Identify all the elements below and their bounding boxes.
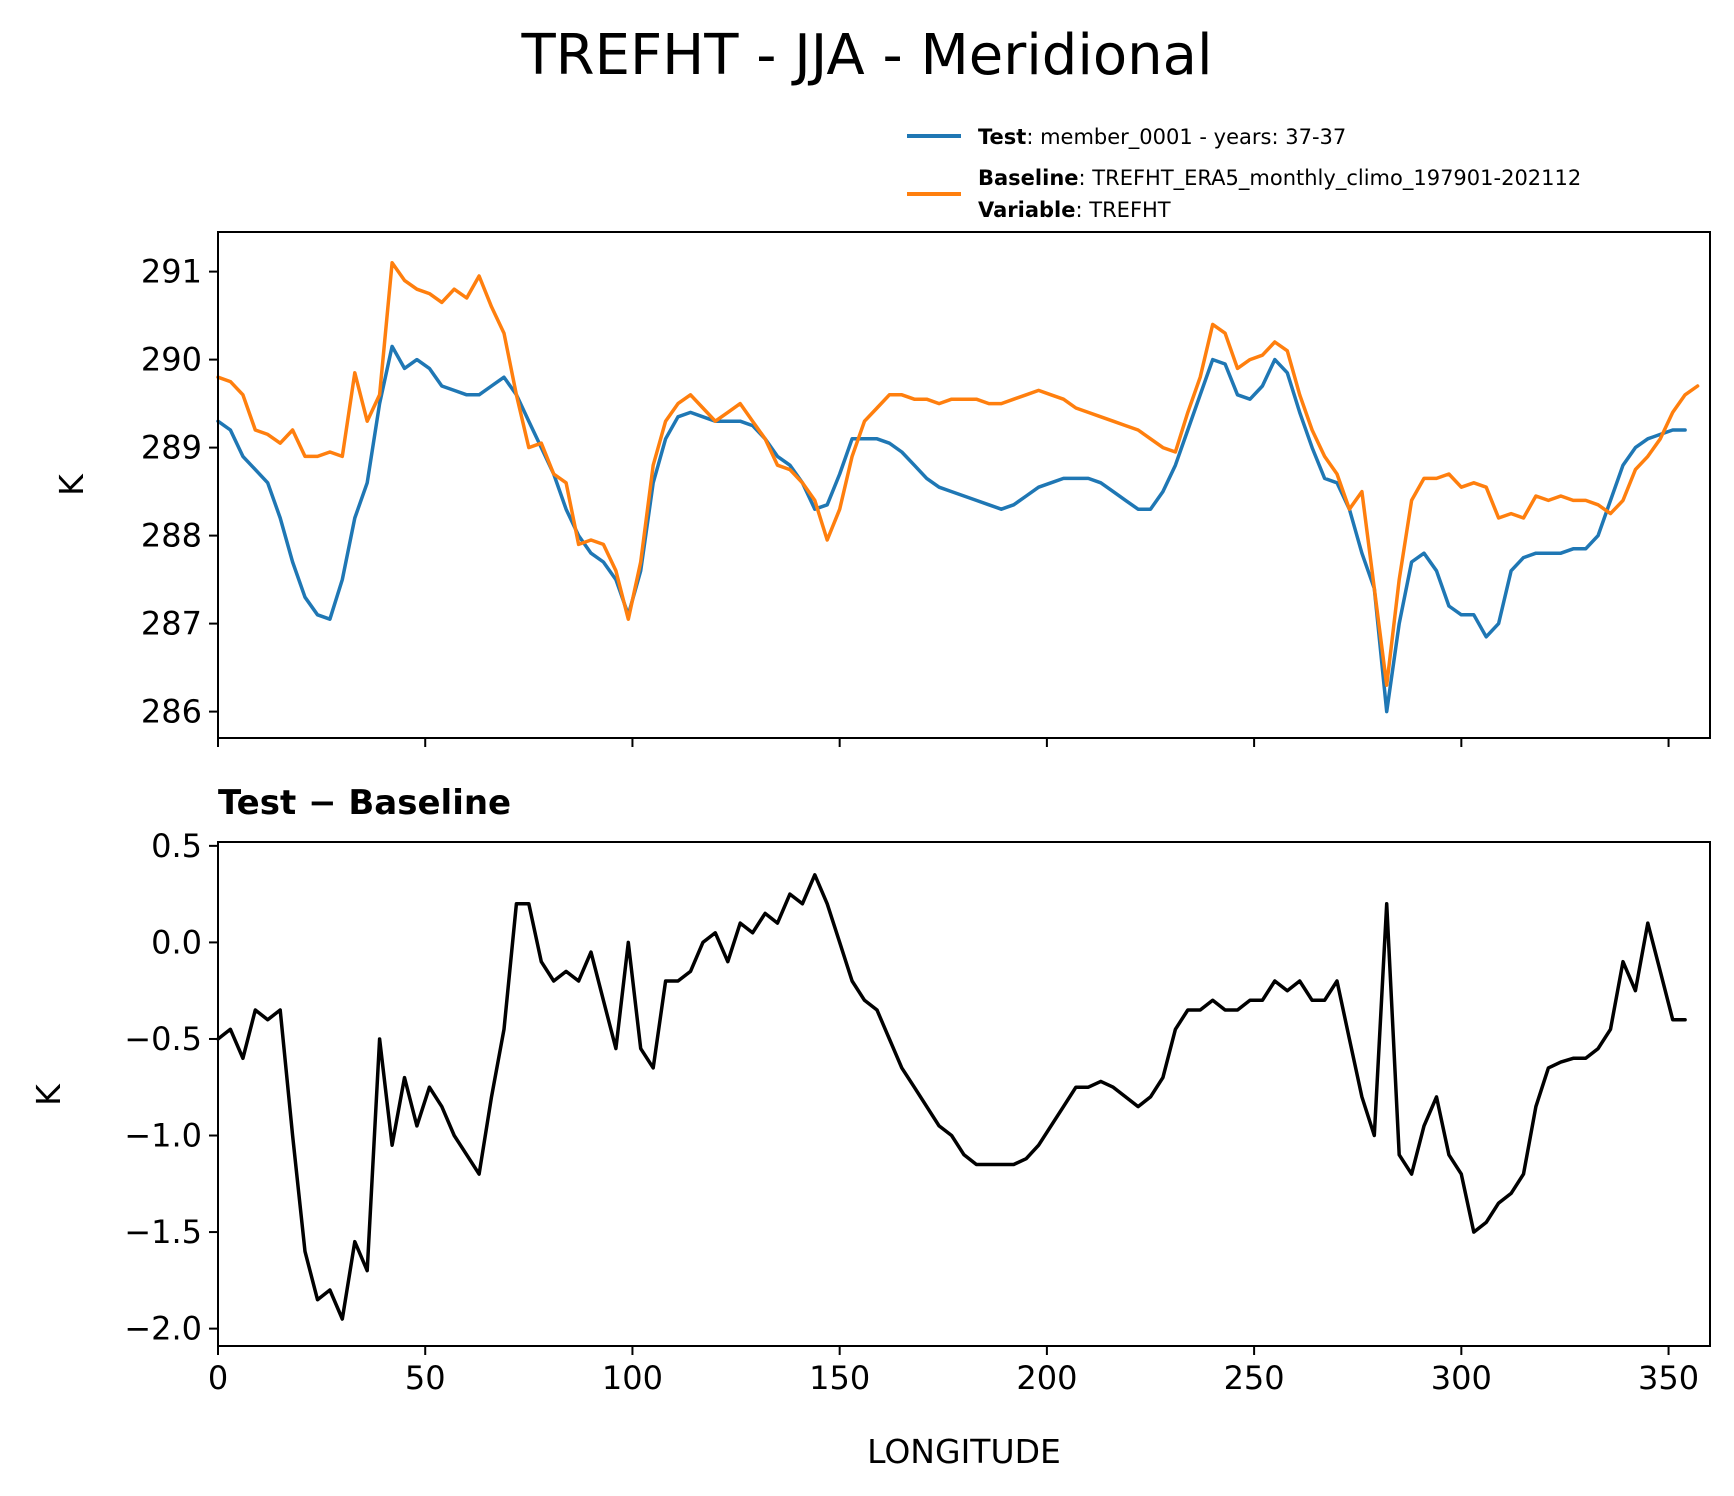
x-tick-label: 300 xyxy=(1431,1359,1492,1397)
legend-sep-variable: : xyxy=(1075,198,1089,222)
legend-entry-baseline: Baseline: TREFHT_ERA5_monthly_climo_1979… xyxy=(978,166,1581,191)
bottom-y-tick-label: −2.0 xyxy=(124,1310,202,1348)
top-y-tick-label: 287 xyxy=(141,605,202,643)
bottom-x-ticks: 0 50 100 150 200 250 300 350 xyxy=(208,1346,1699,1397)
top-plot-frame xyxy=(217,231,1711,739)
legend-entry-variable: Variable: TREFHT xyxy=(978,198,1171,222)
legend-text-variable: TREFHT xyxy=(1088,198,1171,222)
legend-sep-test: : xyxy=(1026,125,1040,149)
legend-text-baseline: TREFHT_ERA5_monthly_climo_197901-202112 xyxy=(1091,166,1581,191)
bottom-subtitle: Test − Baseline xyxy=(218,783,511,823)
series-line-test xyxy=(216,344,1687,714)
chart-title: TREFHT - JJA - Meridional xyxy=(520,23,1212,88)
top-plot-lines xyxy=(216,261,1700,714)
bottom-y-tick-label: −1.5 xyxy=(124,1213,202,1251)
bottom-y-tick-label: 0.5 xyxy=(151,827,202,865)
legend-key-baseline: Baseline xyxy=(978,166,1079,190)
legend-key-test: Test xyxy=(978,125,1026,149)
x-tick-label: 350 xyxy=(1638,1359,1699,1397)
bottom-ylabel: K xyxy=(29,1083,68,1106)
legend-key-variable: Variable xyxy=(978,198,1075,222)
legend-entry-test: Test: member_0001 - years: 37-37 xyxy=(978,125,1346,150)
x-tick-label: 250 xyxy=(1224,1359,1285,1397)
x-tick-label: 100 xyxy=(602,1359,663,1397)
top-y-tick-label: 291 xyxy=(141,253,202,291)
bottom-y-ticks: −2.0 −1.5 −1.0 −0.5 0.0 0.5 xyxy=(124,827,218,1348)
top-y-tick-label: 289 xyxy=(141,429,202,467)
bottom-panel: Test − Baseline 0 50 100 150 200 250 300 350 −2… xyxy=(29,783,1711,1471)
x-tick-label: 150 xyxy=(809,1359,870,1397)
bottom-y-tick-label: −1.0 xyxy=(124,1117,202,1155)
top-y-tick-label: 288 xyxy=(141,517,202,555)
top-y-tick-label: 290 xyxy=(141,341,202,379)
bottom-y-tick-label: 0.0 xyxy=(151,923,202,961)
bottom-y-tick-label: −0.5 xyxy=(124,1020,202,1058)
series-line-baseline xyxy=(216,261,1700,687)
series-line-diff xyxy=(216,873,1687,1321)
top-y-ticks: 286 287 288 289 290 291 xyxy=(141,253,218,731)
x-axis-label: LONGITUDE xyxy=(867,1432,1061,1471)
legend-text-test: member_0001 - years: 37-37 xyxy=(1040,125,1346,150)
legend: Test: member_0001 - years: 37-37 Baselin… xyxy=(907,125,1581,222)
x-tick-label: 0 xyxy=(208,1359,228,1397)
x-tick-label: 200 xyxy=(1016,1359,1077,1397)
legend-sep-baseline: : xyxy=(1079,166,1093,190)
bottom-plot-lines xyxy=(216,873,1687,1321)
top-panel: 286 287 288 289 290 291 K xyxy=(52,231,1711,747)
top-x-ticks xyxy=(217,738,1670,747)
x-tick-label: 50 xyxy=(405,1359,446,1397)
top-ylabel: K xyxy=(52,473,91,496)
bottom-plot-frame xyxy=(217,841,1711,1347)
top-y-tick-label: 286 xyxy=(141,693,202,731)
